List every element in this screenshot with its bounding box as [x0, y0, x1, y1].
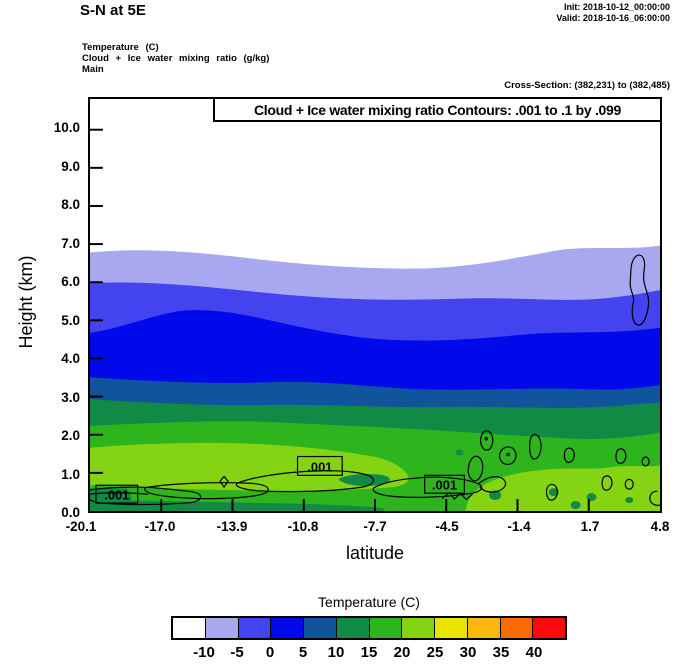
- colorbar-cell: [467, 618, 501, 638]
- cross-section-plot: .001 .001 .001: [88, 97, 662, 513]
- cool-pockets: [338, 449, 634, 510]
- valid-time: Valid: 2018-10-16_06:00:00: [556, 13, 670, 23]
- cross-section-coords: Cross-Section: (382,231) to (382,485): [504, 80, 670, 91]
- colorbar-cell: [205, 618, 239, 638]
- colorbar-cell: [402, 618, 435, 638]
- x-tick-label: 4.8: [650, 519, 670, 534]
- field-list: Temperature (C) Cloud + Ice water mixing…: [82, 42, 269, 75]
- contour-label-box: [296, 455, 343, 476]
- model-times: Init: 2018-10-12_00:00:00 Valid: 2018-10…: [556, 2, 670, 24]
- contour-label: .001: [307, 459, 332, 474]
- contour-label: .001: [104, 488, 129, 503]
- y-tick-label: 10.0: [53, 120, 80, 135]
- colorbar-tick-label: 0: [265, 644, 275, 661]
- colorbar-cell: [173, 618, 206, 638]
- y-tick-label: 6.0: [61, 274, 80, 289]
- x-tick-label: -1.4: [507, 519, 531, 534]
- y-tick-label: 0.0: [61, 505, 80, 520]
- temperature-fill-chart: .001 .001 .001: [90, 99, 660, 511]
- colorbar-tick-label: -10: [193, 644, 215, 661]
- colorbar-cell: [435, 618, 468, 638]
- y-tick-label: 7.0: [61, 235, 80, 251]
- x-tick-label: -4.5: [435, 519, 459, 534]
- colorbar-cell: [304, 618, 337, 638]
- colorbar-tick-label: 20: [393, 644, 411, 661]
- colorbar-title: Temperature (C): [318, 594, 420, 610]
- x-tick-label: -7.7: [363, 519, 387, 534]
- y-tick-label: 4.0: [61, 351, 80, 366]
- x-tick-label: -13.9: [216, 519, 248, 534]
- axis-tick-marks: [90, 128, 590, 511]
- x-tick-label: -17.0: [144, 519, 176, 534]
- x-tick-label: 1.7: [580, 519, 600, 534]
- y-tick-label: 1.0: [61, 466, 80, 482]
- colorbar-cell: [336, 618, 370, 638]
- colorbar-tick-label: 35: [492, 644, 510, 661]
- x-tick-label: -10.8: [287, 519, 319, 534]
- y-tick-label: 9.0: [61, 158, 80, 174]
- colorbar-cell: [238, 618, 272, 638]
- x-tick-label: -20.1: [65, 519, 97, 534]
- band-20-25-right-surface: [465, 465, 660, 511]
- contour-info-box: Cloud + Ice water mixing ratio Contours:…: [213, 97, 662, 122]
- colorbar-tick-label: -5: [230, 644, 244, 661]
- band-10-15-corner-block: [90, 488, 132, 511]
- field-temperature: Temperature (C): [82, 42, 159, 53]
- y-tick-label: 2.0: [61, 428, 80, 443]
- field-domain: Main: [82, 64, 104, 75]
- colorbar-cell: [500, 618, 534, 638]
- init-time: Init: 2018-10-12_00:00:00: [563, 2, 670, 12]
- y-tick-label: 5.0: [61, 312, 80, 328]
- colorbar-tick-label: 5: [298, 644, 308, 661]
- colorbar-tick-label: 40: [525, 644, 543, 661]
- colorbar-cell: [533, 618, 565, 638]
- page-title: S-N at 5E: [80, 2, 146, 19]
- band-20-25-left-tongue: [90, 442, 409, 491]
- colorbar-cell: [369, 618, 403, 638]
- contour-label-box: [95, 484, 139, 504]
- temperature-colorbar: [171, 616, 567, 640]
- contour-info-text: Cloud + Ice water mixing ratio Contours:…: [253, 101, 621, 118]
- colorbar-tick-label: 15: [360, 644, 378, 661]
- x-axis-title: latitude: [345, 543, 405, 563]
- colorbar-tick-label: 10: [327, 644, 345, 661]
- contour-label: .001: [432, 478, 457, 493]
- band-10-15-surface-strip: [90, 499, 385, 511]
- colorbar-tick-label: 25: [426, 644, 444, 661]
- contour-label-group: .001 .001 .001: [95, 455, 465, 504]
- colorbar-tick-label: 30: [459, 644, 477, 661]
- y-tick-label: 8.0: [61, 197, 80, 212]
- field-cloud-ice-ratio: Cloud + Ice water mixing ratio (g/kg): [82, 53, 270, 64]
- colorbar-cell: [271, 618, 304, 638]
- contour-label-box: [424, 474, 465, 494]
- y-tick-label: 3.0: [61, 389, 80, 405]
